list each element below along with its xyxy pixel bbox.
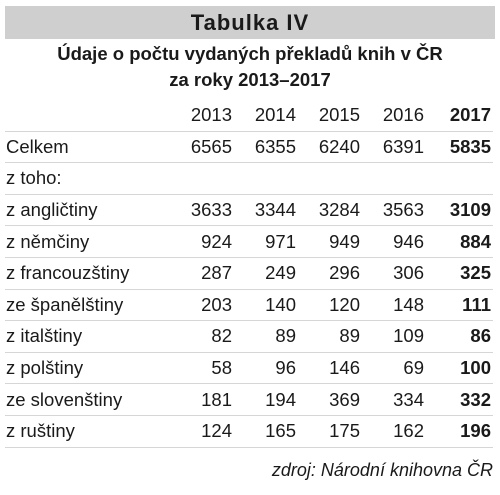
- cell-value: 6565: [170, 131, 234, 164]
- cell-value: 924: [170, 225, 234, 258]
- year-header: 2015: [298, 100, 362, 132]
- cell-value: 296: [298, 257, 362, 290]
- year-header-current: 2017: [426, 100, 493, 132]
- source-note: zdroj: Národní knihovna ČR: [271, 460, 493, 480]
- cell-value: 6355: [234, 131, 298, 164]
- cell-value: 89: [298, 320, 362, 353]
- cell-value: 194: [234, 383, 298, 416]
- cell-value: 148: [362, 289, 426, 322]
- table-subtitle-line1: Údaje o počtu vydaných překladů knih v Č…: [57, 43, 443, 64]
- cell-value: 369: [298, 383, 362, 416]
- cell-value: 181: [170, 383, 234, 416]
- cell-value: 949: [298, 225, 362, 258]
- header-row: 2013 2014 2015 2016 2017: [5, 100, 493, 132]
- table-row: Celkem 6565 6355 6240 6391 5835: [5, 131, 493, 164]
- year-header: 2016: [362, 100, 426, 132]
- cell-value-current: 3109: [426, 194, 493, 227]
- cell-value: 203: [170, 289, 234, 322]
- cell-value: 146: [298, 352, 362, 385]
- cell-value: 175: [298, 415, 362, 448]
- cell-value-current: 332: [426, 383, 493, 416]
- cell-value: 3563: [362, 194, 426, 227]
- header-label-cell: [5, 100, 170, 132]
- cell-value: 287: [170, 257, 234, 290]
- data-table: 2013 2014 2015 2016 2017 Celkem 6565 635…: [5, 100, 493, 448]
- cell-value-current: 5835: [426, 131, 493, 164]
- cell-value: 3284: [298, 194, 362, 227]
- year-header: 2014: [234, 100, 298, 132]
- row-label: z němčiny: [5, 225, 170, 258]
- cell-value: 124: [170, 415, 234, 448]
- cell-value-current: 86: [426, 320, 493, 353]
- table-row: z ruštiny 124 165 175 162 196: [5, 415, 493, 448]
- row-label: z ruštiny: [5, 415, 170, 448]
- cell-value: 3633: [170, 194, 234, 227]
- cell-value: 306: [362, 257, 426, 290]
- cell-value: 89: [234, 320, 298, 353]
- cell-value: 3344: [234, 194, 298, 227]
- cell-value: 140: [234, 289, 298, 322]
- row-label: z francouzštiny: [5, 257, 170, 290]
- cell-value: [362, 162, 426, 195]
- cell-value: 971: [234, 225, 298, 258]
- cell-value: 58: [170, 352, 234, 385]
- table-row: ze slovenštiny 181 194 369 334 332: [5, 383, 493, 416]
- year-header: 2013: [170, 100, 234, 132]
- cell-value: 162: [362, 415, 426, 448]
- cell-value-current: 325: [426, 257, 493, 290]
- cell-value-current: 111: [426, 289, 493, 322]
- cell-value-current: [426, 162, 493, 195]
- cell-value: 109: [362, 320, 426, 353]
- cell-value: 946: [362, 225, 426, 258]
- cell-value: 120: [298, 289, 362, 322]
- row-label: z toho:: [5, 162, 170, 195]
- cell-value: 96: [234, 352, 298, 385]
- cell-value: 69: [362, 352, 426, 385]
- row-label: Celkem: [5, 131, 170, 164]
- table-row: z angličtiny 3633 3344 3284 3563 3109: [5, 194, 493, 227]
- cell-value-current: 196: [426, 415, 493, 448]
- table-subtitle-line2: za roky 2013–2017: [169, 69, 331, 90]
- table-row: z francouzštiny 287 249 296 306 325: [5, 257, 493, 290]
- row-label: z angličtiny: [5, 194, 170, 227]
- cell-value: 165: [234, 415, 298, 448]
- cell-value: 334: [362, 383, 426, 416]
- table-row: z italštiny 82 89 89 109 86: [5, 320, 493, 353]
- table-title: Tabulka IV: [190, 9, 310, 35]
- cell-value-current: 884: [426, 225, 493, 258]
- row-label: ze španělštiny: [5, 289, 170, 322]
- row-label: z polštiny: [5, 352, 170, 385]
- row-label: z italštiny: [5, 320, 170, 353]
- cell-value: [170, 162, 234, 195]
- cell-value: 6240: [298, 131, 362, 164]
- title-bar: Tabulka IV: [5, 6, 495, 39]
- table-row: z polštiny 58 96 146 69 100: [5, 352, 493, 385]
- table-row: z toho:: [5, 162, 493, 195]
- row-label: ze slovenštiny: [5, 383, 170, 416]
- table-row: ze španělštiny 203 140 120 148 111: [5, 289, 493, 322]
- cell-value: [298, 162, 362, 195]
- cell-value: 249: [234, 257, 298, 290]
- cell-value: 6391: [362, 131, 426, 164]
- cell-value: 82: [170, 320, 234, 353]
- cell-value-current: 100: [426, 352, 493, 385]
- table-row: z němčiny 924 971 949 946 884: [5, 225, 493, 258]
- cell-value: [234, 162, 298, 195]
